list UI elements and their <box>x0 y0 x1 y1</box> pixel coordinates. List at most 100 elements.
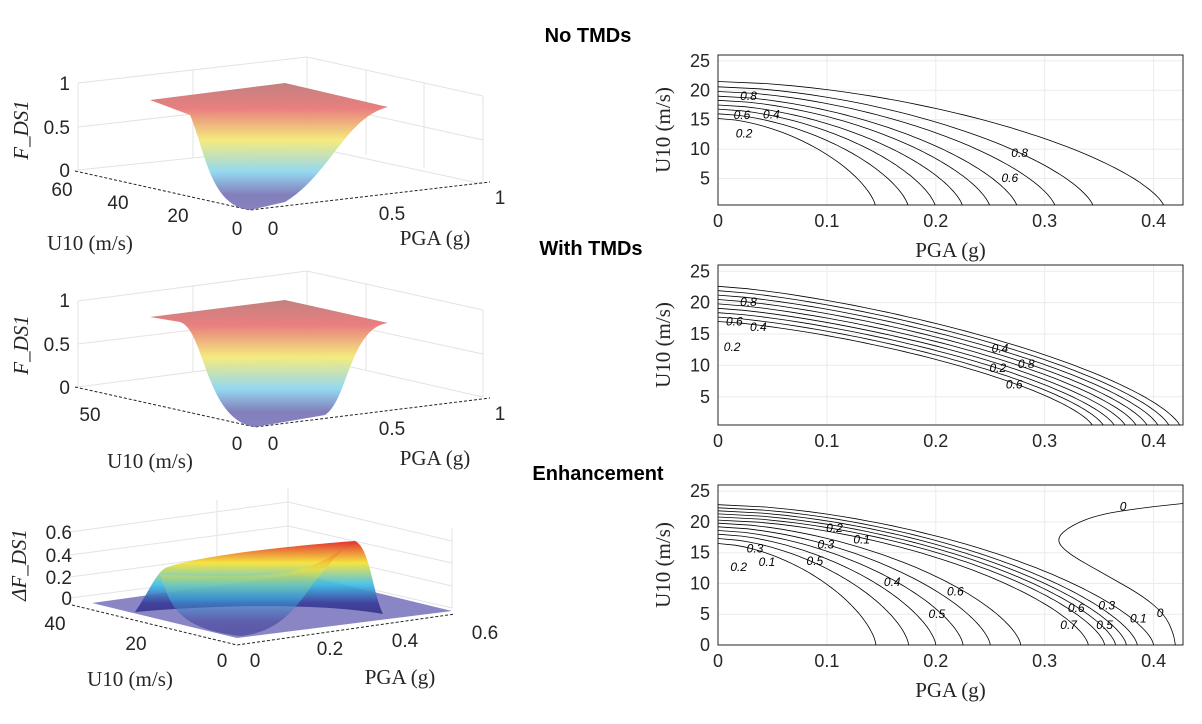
contour-label: 0.1 <box>853 533 870 547</box>
x-tick-label: 0.2 <box>923 431 948 451</box>
y-tick-label: 20 <box>690 512 710 532</box>
y-tick-label: 15 <box>690 110 710 130</box>
contour-line <box>718 285 1181 425</box>
contour-label: 0.6 <box>947 584 964 598</box>
x-tick-label: 0.3 <box>1032 651 1057 671</box>
axes-box <box>717 54 1184 206</box>
floor-edges <box>74 170 491 211</box>
contour-line <box>718 303 1137 425</box>
title-enhancement: Enhancement <box>532 463 663 485</box>
contour-label: 0.8 <box>740 295 757 309</box>
contour-label: 0.4 <box>884 575 901 589</box>
contour-line <box>718 290 1170 425</box>
contour-label: 0.1 <box>1130 611 1147 625</box>
x-tick-label: 0.4 <box>1141 651 1166 671</box>
contour-line <box>718 104 963 205</box>
contour-label: 0.4 <box>763 107 780 121</box>
contour-label: 0.6 <box>1068 601 1085 615</box>
contour-label: 0.5 <box>1096 618 1113 632</box>
axes-box <box>717 264 1184 426</box>
z-tick: 0 <box>59 161 70 182</box>
contour-line <box>718 321 1093 425</box>
contour-label: 0.8 <box>1018 357 1035 371</box>
contour-label: 0.2 <box>736 127 753 141</box>
x-tick-label: 0.1 <box>814 431 839 451</box>
contour-line <box>718 533 937 645</box>
y-tick-label: 10 <box>690 573 710 593</box>
contour-label: 0 <box>1120 499 1127 513</box>
z-tick: 0.5 <box>44 118 70 139</box>
contour-label: 0.2 <box>730 560 747 574</box>
surface-front-lobe <box>160 541 355 636</box>
z-tick: 0.4 <box>46 546 73 567</box>
x-tick-label: 0 <box>713 651 723 671</box>
x-tick: 0 <box>268 219 279 240</box>
z-tick: 0.5 <box>44 335 70 356</box>
y-axis-label: U10 (m/s) <box>651 87 675 173</box>
y-tick-label: 10 <box>690 355 710 375</box>
contour-line-zero <box>1058 503 1183 645</box>
contour-enhancement: 0 0.1 0.2 0.3 0.40510152025000.10.20.30.50.4… <box>651 481 1184 702</box>
contour-line <box>718 91 1056 205</box>
contour-labels: 000.10.20.30.50.40.60.50.30.2 0.10.70.60.… <box>730 499 1163 632</box>
y-axis-label: U10 (m/s) <box>87 667 173 691</box>
y-tick-label: 25 <box>690 481 710 501</box>
x-axis-label: PGA (g) <box>400 446 471 470</box>
contour-line <box>718 504 1154 645</box>
contour-line <box>718 95 1018 205</box>
z-axis-label: ΔF_DS1 <box>7 529 31 602</box>
contour-line <box>718 530 964 645</box>
contour-no-tmds: 0 0.1 0.2 0.3 0.4 5 10 15 20 25 0.8 0.6 0.4 0.2 0.8 0.6… <box>651 51 1184 262</box>
x-tick: 0.5 <box>379 204 405 225</box>
y-tick-label: 15 <box>690 543 710 563</box>
contour-line <box>718 81 1164 205</box>
y-tick: 60 <box>51 180 72 201</box>
y-tick: 0 <box>232 219 243 240</box>
contour-line <box>718 543 877 645</box>
contour-line <box>718 99 990 205</box>
y-axis-label: U10 (m/s) <box>47 231 133 255</box>
contour-label: 0.4 <box>750 320 767 334</box>
z-tick: 0 <box>59 378 70 399</box>
surface-plot-with-tmds: 1 0.5 0 50 0 0 0.5 1 F_DS1 U10 (m/s) PGA… <box>9 270 505 473</box>
x-tick-label: 0.2 <box>923 651 948 671</box>
z-tick: 0.6 <box>46 523 72 544</box>
y-tick: 0 <box>232 434 243 455</box>
contour-with-tmds: 0 0.1 0.2 0.3 0.4 5 10 15 20 25 0.8 0.6 0.4 0.2 0.8 0.6… <box>651 261 1184 451</box>
contour-line <box>718 507 1138 645</box>
contour-label: 0.5 <box>807 554 824 568</box>
contour-label: 0.2 <box>989 361 1006 375</box>
z-axis-label: F_DS1 <box>9 315 33 376</box>
x-tick-label: 0.1 <box>814 651 839 671</box>
x-tick: 0.2 <box>317 639 343 660</box>
x-tick: 0 <box>268 434 279 455</box>
x-axis-label: PGA (g) <box>365 665 436 689</box>
title-with-tmds: With TMDs <box>539 238 642 260</box>
x-axis-label: PGA (g) <box>400 226 471 250</box>
z-tick: 0 <box>61 589 72 610</box>
y-tick-label: 20 <box>690 293 710 313</box>
surface-plot-no-tmds: 1 0.5 0 60 40 20 0 0 0.5 1 F_DS1 U10 (m/… <box>9 56 505 255</box>
y-tick-label: 20 <box>690 80 710 100</box>
contour-line <box>718 522 1022 645</box>
y-tick: 40 <box>107 193 128 214</box>
contour-line <box>718 526 991 645</box>
contour-label: 0.8 <box>1011 146 1028 160</box>
contour-label: 0.3 <box>1098 599 1115 613</box>
contour-label: 0.4 <box>992 342 1009 356</box>
x-tick-label: 0.2 <box>923 211 948 231</box>
y-tick: 0 <box>217 651 228 672</box>
contour-labels: 0.8 0.6 0.4 0.2 0.8 0.6 <box>734 89 1029 185</box>
y-tick: 20 <box>125 634 146 655</box>
contour-line <box>718 108 936 205</box>
z-tick: 0.2 <box>46 568 72 589</box>
x-tick-label: 0.4 <box>1141 211 1166 231</box>
y-tick-label: 25 <box>690 51 710 71</box>
x-tick-label: 0 <box>713 211 723 231</box>
y-tick-label: 5 <box>700 604 710 624</box>
contour-line <box>718 538 909 645</box>
contour-label: 0.5 <box>929 607 946 621</box>
contour-label: 0.3 <box>747 541 764 555</box>
contour-line <box>718 516 1105 645</box>
